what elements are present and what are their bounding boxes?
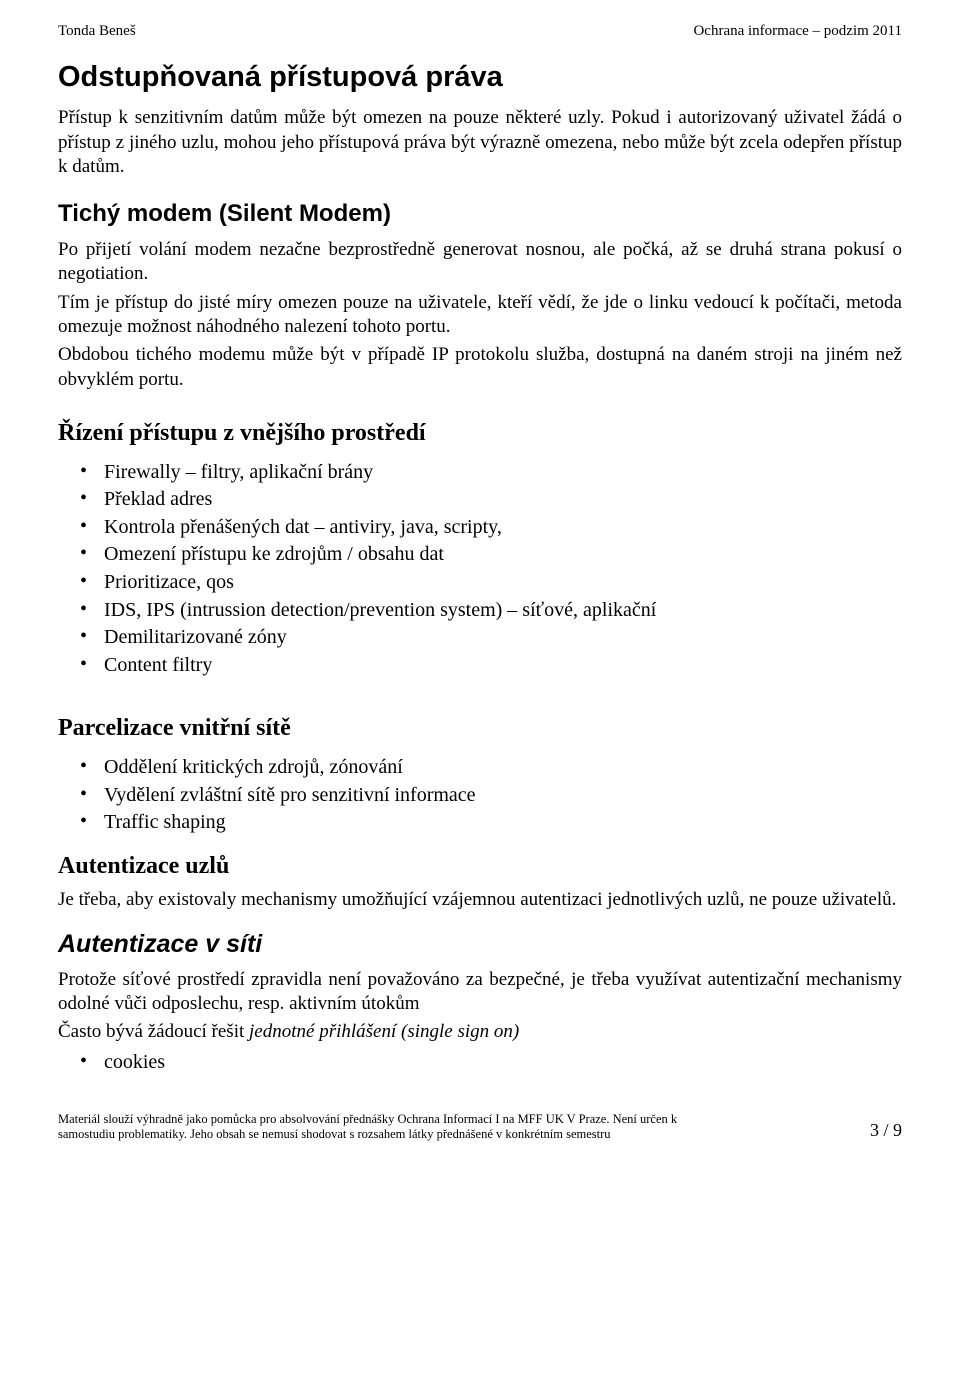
section1-paragraph: Přístup k senzitivním datům může být ome… xyxy=(58,106,902,179)
section2-title: Tichý modem (Silent Modem) xyxy=(58,199,902,230)
list-item: cookies xyxy=(104,1049,902,1077)
footer-page-number: 3 / 9 xyxy=(870,1119,902,1142)
list-item: Prioritizace, qos xyxy=(104,569,902,597)
section4-title: Parcelizace vnitřní sítě xyxy=(58,713,902,744)
list-item: Oddělení kritických zdrojů, zónování xyxy=(104,754,902,782)
footer-disclaimer: Materiál slouží výhradně jako pomůcka pr… xyxy=(58,1112,678,1142)
list-item: Firewally – filtry, aplikační brány xyxy=(104,459,902,487)
section2-paragraph-1: Po přijetí volání modem nezačne bezprost… xyxy=(58,238,902,287)
list-item: Content filtry xyxy=(104,652,902,680)
section5-paragraph: Je třeba, aby existovaly mechanismy umož… xyxy=(58,888,902,912)
section6-paragraph-2: Často bývá žádoucí řešit jednotné přihlá… xyxy=(58,1020,902,1044)
page-footer: Materiál slouží výhradně jako pomůcka pr… xyxy=(58,1112,902,1142)
list-item: IDS, IPS (intrussion detection/preventio… xyxy=(104,597,902,625)
header-course: Ochrana informace – podzim 2011 xyxy=(693,22,902,41)
section6-title: Autentizace v síti xyxy=(58,928,902,960)
section4-list: Oddělení kritických zdrojů, zónování Vyd… xyxy=(58,754,902,837)
list-item: Vydělení zvláštní sítě pro senzitivní in… xyxy=(104,782,902,810)
list-item: Kontrola přenášených dat – antiviry, jav… xyxy=(104,514,902,542)
section6-p2-italic: jednotné přihlášení (single sign on) xyxy=(249,1021,519,1042)
list-item: Omezení přístupu ke zdrojům / obsahu dat xyxy=(104,541,902,569)
section6-list: cookies xyxy=(58,1049,902,1077)
list-item: Traffic shaping xyxy=(104,809,902,837)
section6-p2-prefix: Často bývá žádoucí řešit xyxy=(58,1021,249,1042)
section2-paragraph-2: Tím je přístup do jisté míry omezen pouz… xyxy=(58,291,902,340)
list-item: Překlad adres xyxy=(104,486,902,514)
list-item: Demilitarizované zóny xyxy=(104,624,902,652)
section1-title: Odstupňovaná přístupová práva xyxy=(58,59,902,96)
page-header: Tonda Beneš Ochrana informace – podzim 2… xyxy=(58,22,902,41)
section6-paragraph-1: Protože síťové prostředí zpravidla není … xyxy=(58,968,902,1017)
section2-paragraph-3: Obdobou tichého modemu může být v případ… xyxy=(58,343,902,392)
section3-list: Firewally – filtry, aplikační brány Přek… xyxy=(58,459,902,680)
header-author: Tonda Beneš xyxy=(58,22,136,41)
section5-title: Autentizace uzlů xyxy=(58,851,902,882)
section3-title: Řízení přístupu z vnějšího prostředí xyxy=(58,418,902,449)
